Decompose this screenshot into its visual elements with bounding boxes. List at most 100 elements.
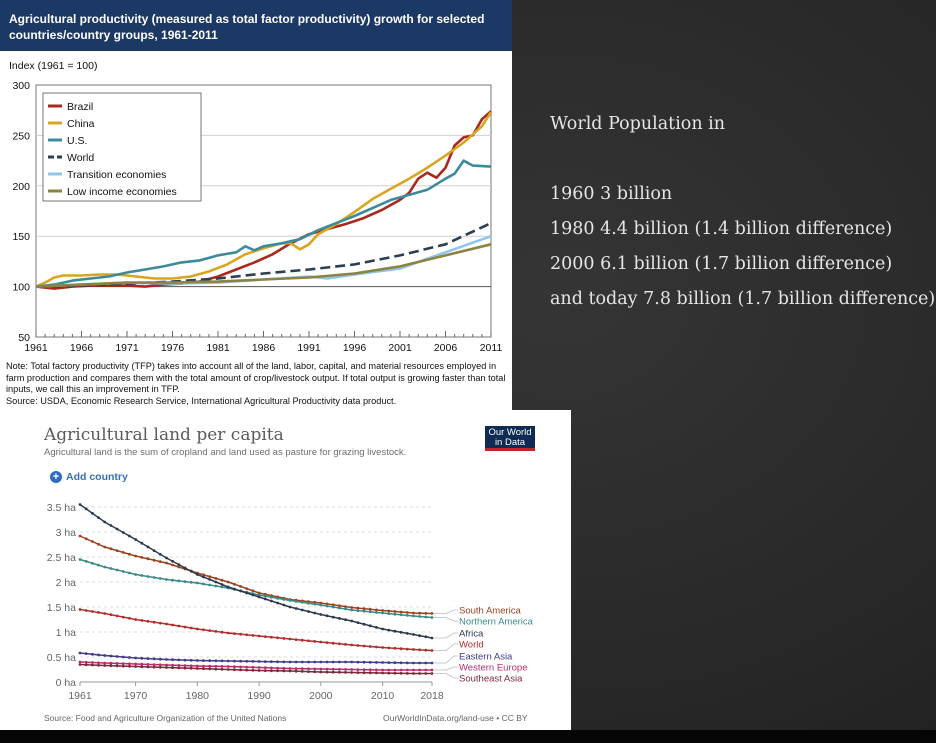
land-chart-url-link[interactable]: OurWorldInData.org/land-use • CC BY [383,713,528,723]
data-point-world [257,634,261,638]
data-point-southeast-asia [189,666,193,670]
data-point-south-america [325,602,329,606]
data-point-africa [115,527,119,531]
data-point-western-europe [350,668,354,671]
data-point-northern-america [276,596,279,600]
data-point-world [313,640,317,643]
data-point-northern-america [127,571,131,575]
data-point-africa [319,613,323,616]
data-point-northern-america [430,616,434,619]
data-point-southeast-asia [208,667,212,671]
data-point-africa [263,597,267,601]
data-point-south-america [115,549,119,552]
world-population-text: World Population in 1960 3 billion 1980 … [550,107,935,317]
tfp-note-text: Note: Total factory productivity (TFP) t… [6,361,506,395]
data-point-world [381,646,384,649]
data-point-northern-america [282,598,286,601]
data-point-south-america [146,557,150,561]
y-tick-label: 250 [12,130,30,142]
data-point-south-america [233,582,236,586]
data-point-northern-america [375,611,378,614]
series-line-northern-america [79,558,433,619]
data-point-world [127,616,131,620]
data-point-south-america [393,610,397,613]
data-point-eastern-asia [183,658,187,662]
data-point-western-europe [245,665,249,669]
data-point-south-america [121,551,125,554]
data-point-western-europe [362,668,366,672]
data-point-northern-america [263,594,267,598]
tfp-line-chart: 50 100 150 200 250 300 1961 1966 1971 1976 1981 198… [12,80,502,354]
data-point-northern-america [183,580,187,583]
data-point-western-europe [171,663,175,667]
data-point-northern-america [300,600,304,604]
data-point-world [424,648,428,652]
data-point-western-europe [165,663,168,667]
data-point-northern-america [356,609,360,612]
data-point-world [152,620,156,624]
data-point-africa [344,618,347,622]
data-point-southeast-asia [430,672,434,675]
data-point-world [109,613,113,617]
data-point-africa [233,587,236,591]
data-point-western-europe [387,668,391,672]
data-point-northern-america [362,609,366,613]
data-point-africa [109,524,113,527]
tfp-chart-title: Agricultural productivity (measured as t… [9,12,485,42]
y-tick-label: 50 [18,332,30,344]
data-point-south-america [91,540,94,543]
series-line-world [79,608,433,652]
population-heading: World Population in [550,114,726,134]
data-point-south-america [208,575,212,578]
data-point-eastern-asia [387,661,391,664]
data-point-eastern-asia [152,657,156,661]
data-point-southeast-asia [239,668,243,672]
data-point-world [226,631,230,635]
data-point-western-europe [430,668,434,672]
legend-label: China [67,118,95,130]
add-country-button[interactable]: + Add country [50,471,128,483]
data-point-western-europe [344,668,347,671]
data-point-world [158,621,162,625]
data-point-africa [307,610,310,613]
data-point-western-europe [325,667,329,671]
data-point-south-america [140,556,144,559]
data-point-world [91,610,94,613]
tfp-chart-panel: Agricultural productivity (measured as t… [0,0,512,410]
series-line-south-america [79,535,433,615]
data-point-eastern-asia [300,660,304,664]
data-point-south-america [257,591,261,595]
data-point-world [418,648,421,652]
data-point-western-europe [202,664,205,668]
data-point-eastern-asia [263,660,267,663]
data-point-northern-america [257,593,261,597]
data-point-eastern-asia [97,653,100,657]
data-point-northern-america [195,581,199,585]
line-label-world: World [459,640,484,651]
data-point-south-america [430,612,434,615]
data-point-southeast-asia [146,665,150,669]
tfp-chart-note: Note: Total factory productivity (TFP) t… [6,361,509,407]
data-point-africa [189,569,193,573]
data-point-africa [146,545,150,549]
data-point-eastern-asia [294,660,298,664]
data-point-africa [220,583,224,586]
data-point-south-america [350,606,354,609]
data-point-south-america [127,552,131,556]
land-chart-subtitle: Agricultural land is the sum of cropland… [44,447,407,458]
data-point-south-america [381,609,384,612]
data-point-northern-america [294,600,298,603]
data-point-southeast-asia [338,670,341,674]
data-point-africa [103,520,107,524]
data-point-south-america [171,563,175,567]
data-point-northern-america [109,567,113,570]
our-world-in-data-logo[interactable]: Our World in Data [485,426,535,451]
data-point-south-america [97,542,100,546]
data-point-southeast-asia [294,669,298,673]
legend-label: Transition economies [67,169,166,181]
data-point-western-europe [226,665,230,668]
population-line-2000: 2000 6.1 billion (1.7 billion difference… [550,254,893,274]
population-line-today: and today 7.8 billion (1.7 billion diffe… [550,289,936,309]
data-point-south-america [387,609,391,613]
y-tick-label: 3.5 ha [47,502,76,514]
